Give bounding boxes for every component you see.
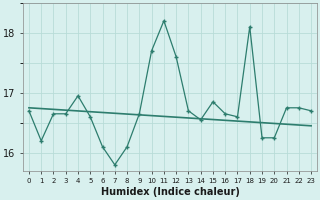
X-axis label: Humidex (Indice chaleur): Humidex (Indice chaleur)	[100, 187, 239, 197]
